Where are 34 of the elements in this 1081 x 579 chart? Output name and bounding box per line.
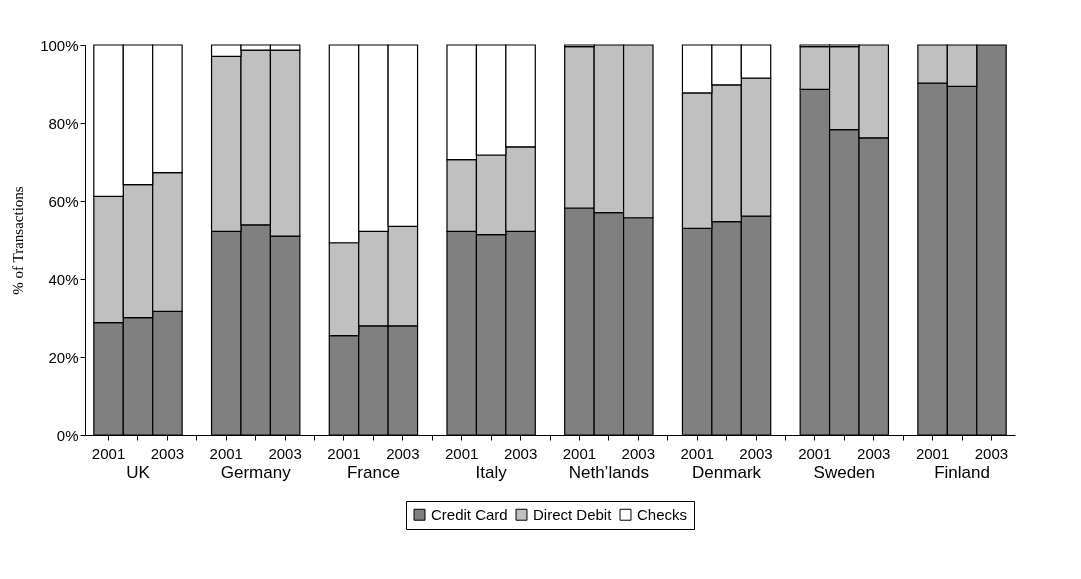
- x-tick-label: 2003: [621, 444, 655, 462]
- y-tick-label: 100%: [40, 36, 79, 54]
- text: Italy: [475, 463, 508, 482]
- text: Finland: [934, 463, 990, 482]
- x-tick-label: 2001: [915, 444, 950, 462]
- legend-label: Direct Debit: [533, 505, 613, 523]
- x-tick-label: 2003: [857, 444, 891, 462]
- x-tick-label: 2001: [445, 444, 479, 462]
- x-tick-label: 2003: [150, 444, 185, 462]
- legend-label: Credit Card: [431, 505, 508, 523]
- x-tick-label: 2001: [209, 444, 243, 462]
- y-tick-label: 40%: [48, 270, 79, 288]
- x-tick-label: 2003: [386, 444, 420, 462]
- x-tick-label: 2003: [268, 444, 302, 462]
- x-tick-label: 2001: [680, 444, 714, 462]
- y-tick-label: 60%: [48, 192, 79, 210]
- x-tick-label: 2003: [503, 444, 538, 462]
- text: Germany: [220, 463, 292, 482]
- x-tick-label: 2003: [974, 444, 1009, 462]
- text: Neth’lands: [568, 463, 650, 482]
- y-tick-label: 20%: [48, 348, 79, 366]
- legend-label: Checks: [637, 505, 688, 523]
- x-tick-label: 2003: [739, 444, 773, 462]
- x-tick-label: 2001: [798, 444, 832, 462]
- text: Sweden: [813, 463, 876, 482]
- y-axis-title: % of Transactions: [10, 186, 27, 295]
- y-tick-label: 80%: [48, 114, 79, 132]
- text: France: [346, 463, 400, 482]
- x-tick-label: 2001: [327, 444, 361, 462]
- y-tick-label: 0%: [56, 426, 79, 444]
- x-tick-label: 2001: [562, 444, 597, 462]
- x-tick-label: 2001: [91, 444, 126, 462]
- text: UK: [126, 463, 151, 482]
- text: Denmark: [692, 463, 762, 482]
